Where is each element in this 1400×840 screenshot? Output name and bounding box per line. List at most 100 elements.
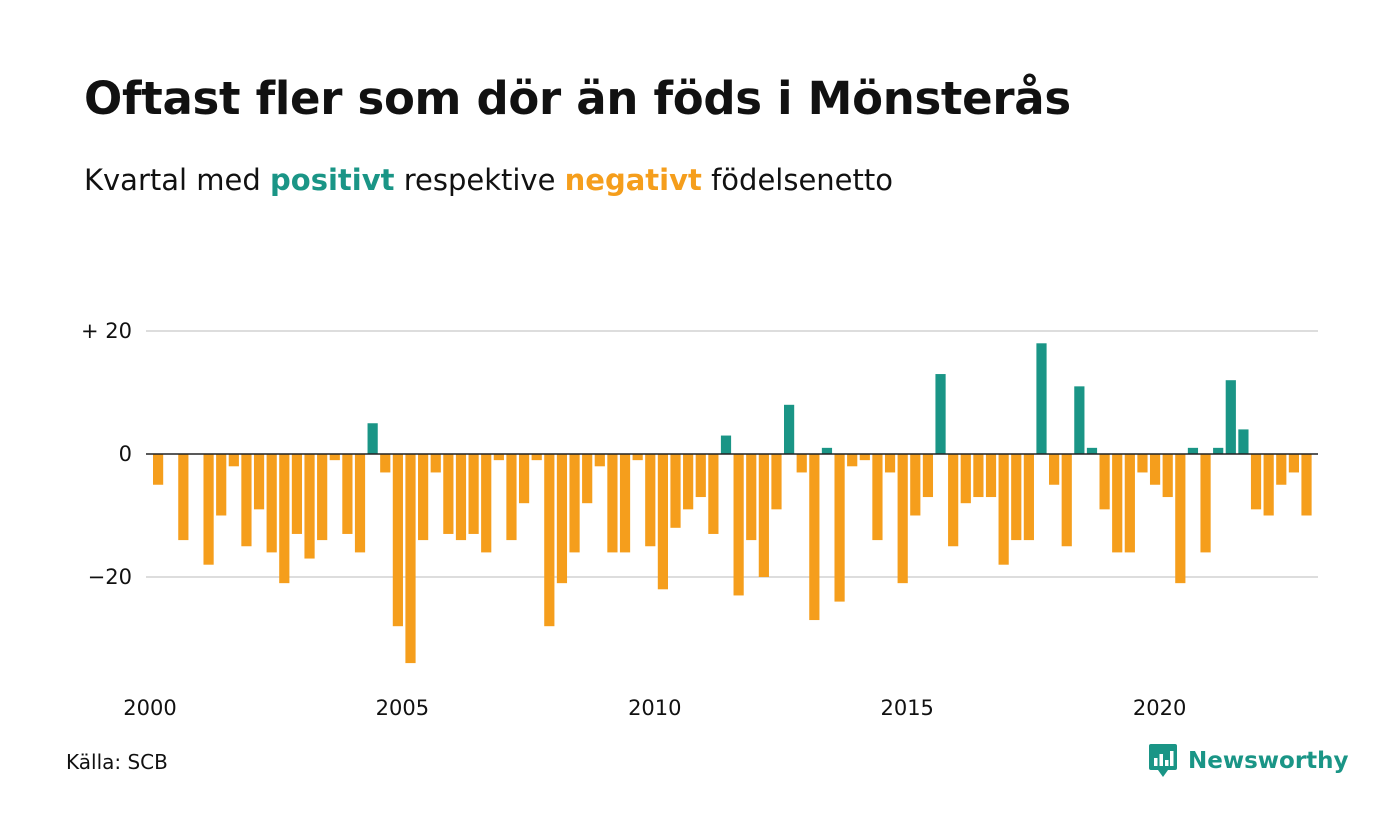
bar-negative (228, 454, 239, 467)
bar-negative (291, 454, 303, 534)
bar-negative (1250, 454, 1262, 510)
bar-negative (1049, 454, 1060, 485)
y-tick-label: −20 (88, 565, 132, 589)
bar-negative (619, 454, 631, 553)
bar-negative (430, 454, 441, 473)
bar-negative (468, 454, 479, 534)
newsworthy-logo-icon (1149, 744, 1177, 777)
bar-positive (784, 404, 795, 454)
bar-negative (1288, 454, 1299, 473)
bar-negative (695, 454, 706, 498)
source-note: Källa: SCB (66, 750, 168, 774)
x-tick-label: 2005 (376, 696, 429, 720)
bar-negative (1301, 454, 1312, 516)
bar-negative (266, 454, 277, 553)
bar-negative (733, 454, 744, 596)
y-tick-label: + 20 (81, 319, 132, 343)
bar-negative (418, 454, 429, 541)
bar-positive (821, 447, 833, 454)
bar-negative (897, 454, 908, 584)
bar-negative (253, 454, 265, 510)
bar-negative (1149, 454, 1161, 485)
bar-positive (367, 423, 378, 454)
bar-negative (607, 454, 618, 553)
bar-negative (884, 454, 896, 473)
bar-negative (973, 454, 984, 498)
bar-positive (1225, 380, 1236, 454)
bar-negative (910, 454, 921, 516)
bar-negative (317, 454, 328, 541)
y-tick-label: 0 (119, 442, 132, 466)
bar-negative (481, 454, 492, 553)
x-tick-label: 2000 (123, 696, 176, 720)
subtitle-negative-word: negativt (564, 163, 702, 197)
bar-negative (683, 454, 694, 510)
bar-negative (758, 454, 769, 577)
bar-negative (1162, 454, 1173, 498)
bar-negative (329, 454, 340, 461)
bar-negative (1124, 454, 1135, 553)
subtitle-positive-word: positivt (270, 163, 395, 197)
bar-negative (1061, 454, 1072, 547)
bar-negative (493, 454, 504, 461)
bar-negative (657, 454, 668, 590)
bar-negative (796, 454, 807, 473)
bar-negative (985, 454, 997, 498)
subtitle-suffix: födelsenetto (711, 163, 893, 197)
bar-negative (216, 454, 227, 516)
x-tick-label: 2010 (628, 696, 681, 720)
bar-negative (1023, 454, 1034, 541)
bar-negative (443, 454, 454, 534)
bar-negative (922, 454, 934, 498)
bar-negative (304, 454, 315, 559)
bar-negative (809, 454, 820, 621)
chart-subtitle: Kvartal med positivt respektive negativt… (84, 163, 893, 197)
bar-positive (1086, 447, 1098, 454)
bar-negative (1011, 454, 1022, 541)
bar-negative (872, 454, 883, 541)
bar-negative (1263, 454, 1274, 516)
bar-negative (531, 454, 542, 461)
bar-negative (859, 454, 870, 461)
bar-positive (1213, 447, 1224, 454)
bar-negative (645, 454, 656, 547)
bar-negative (544, 454, 555, 627)
bar-negative (556, 454, 568, 584)
bar-negative (203, 454, 214, 565)
bar-negative (455, 454, 467, 541)
bar-positive (935, 374, 946, 454)
bar-negative (1276, 454, 1287, 485)
subtitle-middle: respektive (403, 163, 556, 197)
bar-negative (1099, 454, 1110, 510)
bar-negative (632, 454, 643, 461)
bar-negative (1200, 454, 1211, 553)
bar-negative (518, 454, 530, 504)
bar-negative (746, 454, 757, 541)
bar-negative (569, 454, 580, 553)
bar-negative (506, 454, 517, 541)
brand-name: Newsworthy (1188, 748, 1349, 774)
bar-positive (1074, 386, 1085, 454)
bar-negative (405, 454, 416, 664)
bar-positive (1036, 343, 1047, 454)
bar-negative (582, 454, 593, 504)
bar-positive (1187, 447, 1199, 454)
bar-positive (1238, 429, 1249, 454)
bar-negative (178, 454, 189, 541)
bar-negative (241, 454, 252, 547)
bar-negative (153, 454, 164, 485)
bar-negative (1137, 454, 1148, 473)
bar-negative (594, 454, 605, 467)
bar-negative (834, 454, 845, 602)
bar-negative (1112, 454, 1123, 553)
bar-negative (670, 454, 681, 528)
x-tick-label: 2015 (880, 696, 933, 720)
bar-negative (948, 454, 959, 547)
x-tick-label: 2020 (1133, 696, 1186, 720)
bar-negative (847, 454, 858, 467)
bar-negative (354, 454, 366, 553)
bar-negative (380, 454, 391, 473)
bar-negative (960, 454, 971, 504)
gridlines (146, 330, 1318, 578)
